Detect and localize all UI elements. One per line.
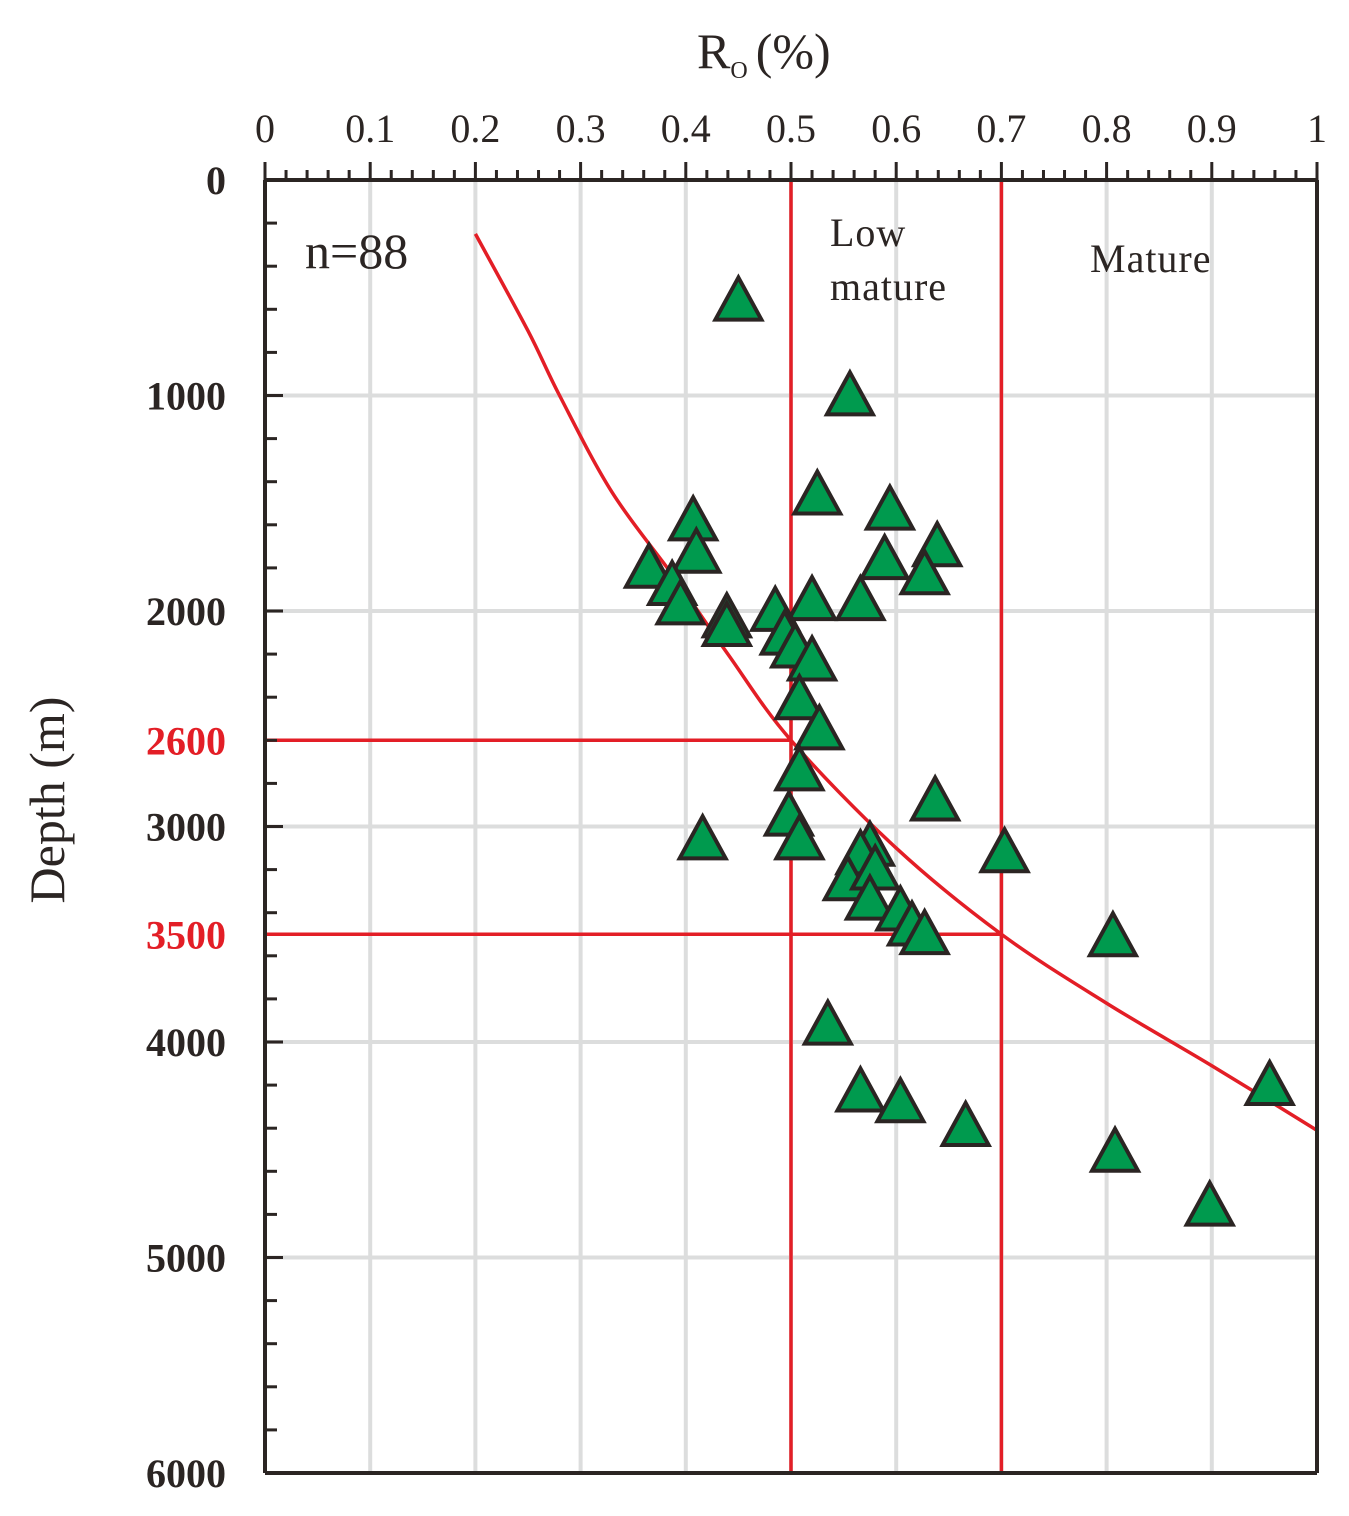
y-tick-label: 6000 [146,1451,226,1496]
chart-title: RO (%) [697,23,831,84]
triangle-marker-icon [898,547,951,596]
trend-curve [473,233,1318,1132]
x-tick-label: 0.4 [661,106,711,151]
triangle-marker-icon [676,812,730,861]
title-main: R [697,23,731,79]
y-tick-label: 2000 [146,589,226,634]
triangle-marker-icon [622,540,676,589]
y-axis-ticks: 0 1000 2000 2600 3000 3500 4000 5000 6000 [146,158,283,1496]
title-subscript: O [730,58,747,84]
y-tick-label: 3000 [146,805,226,850]
x-tick-label: 0.3 [556,106,606,151]
triangle-marker-icon [773,743,826,792]
x-tick-label: 0.9 [1187,106,1237,151]
triangle-marker-icon [654,577,707,626]
triangle-marker-icon [773,812,826,861]
zone-mature-label: Mature [1090,236,1212,281]
triangle-marker-icon [1243,1057,1297,1106]
sample-count-label: n=88 [305,223,408,279]
x-tick-label: 0.5 [766,106,816,151]
triangle-marker-icon [712,273,765,322]
triangle-marker-icon [834,572,887,622]
triangle-marker-icon [1086,909,1140,958]
triangle-marker-icon [773,672,826,721]
y-tick-label: 3500 [146,912,226,957]
x-tick-label: 0.2 [450,106,500,151]
triangle-marker-icon [823,368,877,417]
x-tick-label: 0 [255,106,275,151]
triangle-marker-icon [669,525,723,574]
y-tick-label: 2600 [146,718,226,763]
triangle-marker-icon [939,1098,993,1147]
zone-low-mature-label-line1: Low [830,210,906,255]
triangle-marker-icon [1183,1178,1237,1227]
zone-low-mature-label-line2: mature [830,264,947,309]
triangle-marker-icon [863,482,917,531]
x-tick-label: 0.7 [976,106,1026,151]
triangle-marker-icon [874,1075,927,1124]
triangle-marker-icon [700,598,754,647]
title-unit: (%) [756,23,831,79]
x-tick-label: 0.8 [1082,106,1132,151]
y-tick-label: 0 [206,158,226,203]
triangle-marker-icon [790,467,844,516]
x-tick-label: 0.1 [345,106,395,151]
triangle-marker-icon [834,1064,887,1113]
triangle-marker-icon [858,532,912,581]
y-tick-label: 1000 [146,374,226,419]
triangle-marker-icon [908,773,962,822]
sample-markers [622,273,1297,1227]
x-tick-label: 1 [1307,106,1327,151]
triangle-marker-icon [793,702,846,751]
triangle-marker-icon [785,572,839,622]
triangle-marker-icon [978,825,1031,874]
triangle-marker-icon [1088,1124,1142,1173]
y-tick-label: 4000 [146,1020,226,1065]
triangle-marker-icon [898,906,951,956]
triangle-marker-icon [843,872,897,921]
x-axis-ticks: 0 0.1 0.2 0.3 0.4 0.5 0.6 0.7 0.8 0.9 1 [255,106,1327,180]
y-axis-label: Depth (m) [19,697,75,904]
y-tick-label: 5000 [146,1236,226,1281]
x-tick-label: 0.6 [871,106,921,151]
triangle-marker-icon [801,997,855,1046]
trend-curve-path [473,233,1318,1132]
triangle-marker-icon [785,633,839,682]
